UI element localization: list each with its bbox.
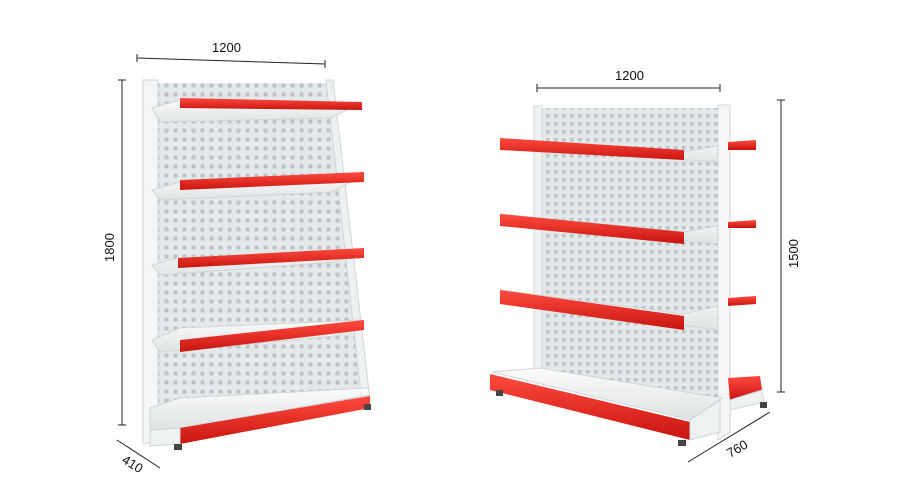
right-dimensions: 1200 1500 760 <box>536 68 801 463</box>
left-shelf-level-3 <box>151 248 364 276</box>
left-foot <box>364 404 371 410</box>
right-depth-line <box>687 411 771 463</box>
left-base-shelf <box>149 387 371 447</box>
left-upright <box>142 79 159 445</box>
left-shelf-level-1 <box>151 98 362 123</box>
right-foot <box>678 440 686 446</box>
left-height-label: 1800 <box>102 233 117 262</box>
right-shelf-level-3 <box>499 289 719 331</box>
right-shelf-level-2 <box>499 213 719 245</box>
right-shelf-level-1 <box>499 138 719 163</box>
right-width-label: 1200 <box>615 68 644 83</box>
left-width-label: 1200 <box>212 40 241 55</box>
right-foot <box>760 402 767 408</box>
right-height-label: 1500 <box>786 239 801 268</box>
right-main-upright <box>717 104 731 441</box>
right-rear-shelves <box>728 140 765 411</box>
left-depth-label: 410 <box>119 452 145 476</box>
left-shelf-level-2 <box>151 172 364 201</box>
right-depth-label: 760 <box>724 437 750 461</box>
right-shelf-unit <box>490 104 767 446</box>
left-width-line <box>136 57 326 65</box>
right-foot <box>496 390 503 396</box>
left-foot <box>174 444 182 450</box>
right-base-shelf <box>490 367 724 441</box>
left-depth-line <box>116 439 161 469</box>
left-shelf-unit <box>142 79 371 450</box>
left-shelf-level-4 <box>151 319 364 353</box>
